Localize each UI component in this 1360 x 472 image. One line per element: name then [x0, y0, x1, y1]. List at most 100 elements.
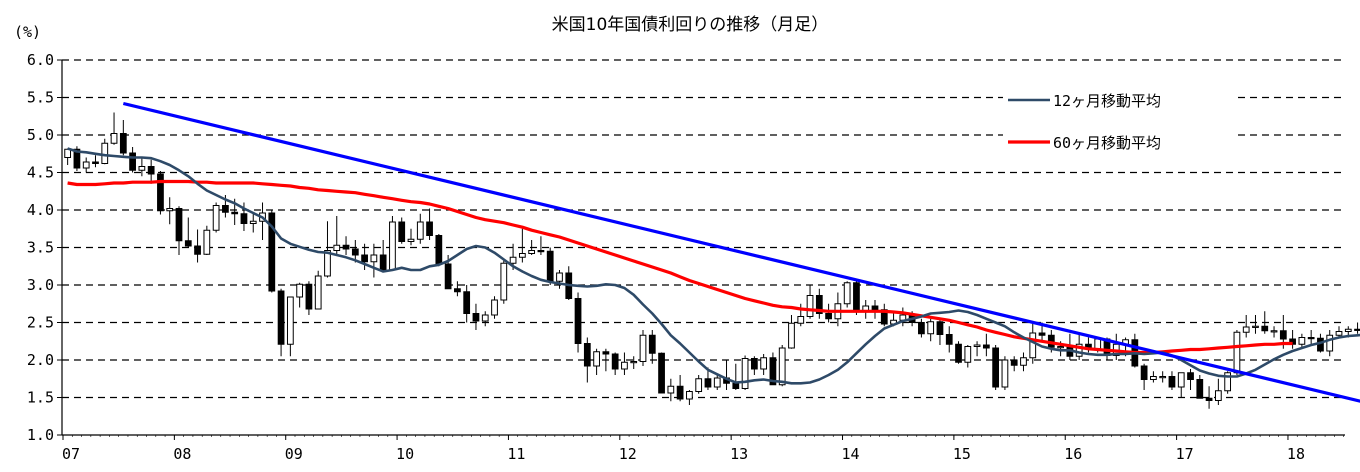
candle — [537, 236, 545, 255]
candle-body-down — [175, 208, 183, 242]
candle-body-down — [574, 298, 582, 344]
candle-body-down — [945, 334, 953, 345]
candle — [927, 318, 935, 342]
candle — [945, 326, 953, 353]
candle-body-down — [769, 357, 777, 386]
candle — [463, 285, 471, 323]
candle-body-down — [982, 344, 990, 349]
candle — [936, 318, 944, 345]
candle — [351, 240, 359, 263]
candle-body-down — [936, 321, 944, 335]
candle — [324, 221, 331, 278]
candle-body-down — [583, 343, 591, 367]
candle-body-down — [472, 313, 480, 322]
candle — [1001, 356, 1009, 390]
candle — [1168, 371, 1176, 390]
candle-body-up — [1335, 331, 1343, 336]
y-tick-label: 4.5 — [27, 164, 54, 182]
candle-body-up — [314, 275, 322, 310]
legend: 12ヶ月移動平均 60ヶ月移動平均 — [1003, 85, 1235, 155]
candle — [314, 270, 322, 310]
candle — [101, 138, 109, 165]
candle — [843, 281, 851, 308]
candle-body-down — [426, 221, 433, 236]
candle — [1224, 371, 1232, 394]
candle — [64, 148, 72, 165]
candle — [723, 360, 730, 390]
candle-body-down — [398, 221, 406, 242]
candle — [760, 354, 768, 375]
candle — [528, 240, 536, 255]
candle-body-up — [1159, 376, 1167, 379]
candle — [695, 375, 703, 394]
y-axis-unit-label: (%) — [14, 23, 41, 41]
candle — [825, 303, 832, 323]
candle-body-up — [630, 361, 638, 364]
candle-body-down — [1168, 376, 1176, 388]
candle — [704, 367, 712, 390]
candle — [119, 120, 127, 156]
candle-body-up — [212, 205, 220, 231]
candle-body-up — [556, 272, 563, 282]
candle-body-up — [389, 221, 396, 271]
candle-body-down — [871, 305, 879, 311]
candle-body-up — [1150, 376, 1157, 380]
candle-body-up — [203, 229, 211, 255]
candle-body-down — [268, 212, 276, 292]
x-tick-label: 18 — [1287, 445, 1305, 463]
candle-body-down — [704, 378, 712, 388]
legend-label: 60ヶ月移動平均 — [1053, 134, 1161, 152]
candle-body-up — [166, 208, 174, 212]
candle — [621, 352, 628, 375]
candle-body-up — [1094, 338, 1102, 350]
candle — [630, 356, 638, 369]
y-tick-label: 5.0 — [27, 126, 54, 144]
candle — [277, 288, 285, 357]
candle-body-down — [853, 282, 860, 313]
candle — [973, 341, 981, 357]
candle-body-down — [92, 161, 99, 164]
candle-body-down — [73, 148, 81, 169]
candle — [481, 311, 489, 327]
candle-body-up — [286, 296, 294, 345]
candle — [741, 355, 749, 390]
candle-body-up — [1224, 372, 1232, 392]
candle — [1252, 315, 1259, 334]
candle — [389, 216, 396, 271]
y-tick-label: 3.5 — [27, 239, 54, 257]
candle-body-up — [713, 377, 721, 388]
candle — [1140, 363, 1148, 390]
candle — [1298, 333, 1306, 349]
candle-body-up — [1252, 325, 1259, 328]
x-tick-label: 08 — [173, 445, 191, 463]
y-tick-label: 4.0 — [27, 201, 54, 219]
candle — [556, 270, 563, 289]
candle — [175, 206, 183, 255]
candle — [713, 375, 721, 390]
y-tick-label: 6.0 — [27, 51, 54, 69]
candle-body-down — [147, 166, 155, 175]
candle-body-down — [1038, 332, 1046, 336]
candle-body-up — [416, 221, 424, 240]
candle-body-up — [138, 166, 146, 171]
candle — [546, 247, 554, 285]
candle-body-up — [296, 283, 304, 298]
candle — [1159, 371, 1167, 383]
candle — [286, 296, 294, 357]
candle — [370, 243, 378, 278]
candle — [583, 337, 591, 383]
candle — [667, 378, 675, 402]
candle-body-down — [676, 385, 684, 400]
y-tick-label: 2.0 — [27, 351, 54, 369]
candle-body-up — [110, 133, 118, 144]
candle — [454, 281, 461, 297]
candle — [1187, 369, 1194, 390]
candle — [686, 390, 693, 405]
candle-body-up — [741, 358, 749, 389]
candle — [342, 236, 350, 255]
candle — [1131, 333, 1139, 368]
candle-body-down — [1196, 379, 1204, 399]
candle-body-down — [648, 334, 656, 354]
y-tick-label: 2.5 — [27, 314, 54, 332]
